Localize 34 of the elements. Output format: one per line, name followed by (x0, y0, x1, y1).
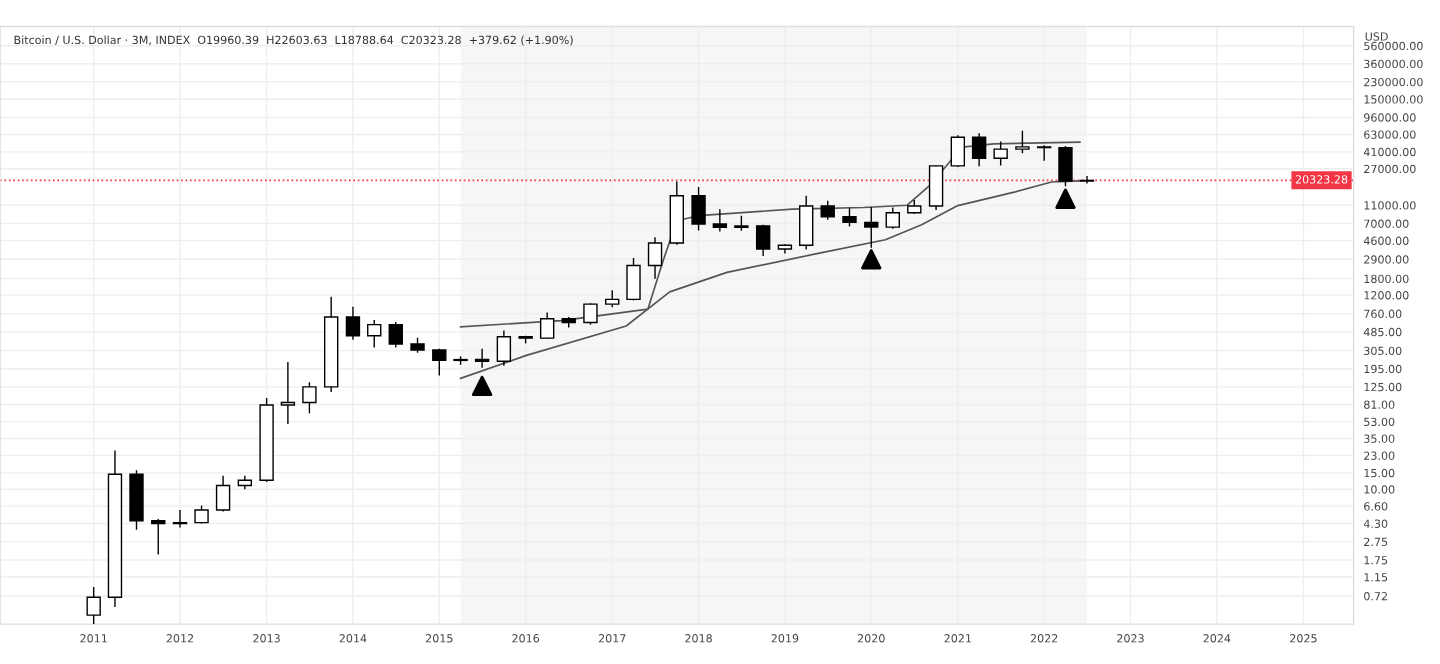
candlestick (1015, 130, 1030, 154)
candlestick (820, 200, 835, 221)
candlestick (432, 348, 447, 377)
point (1055, 188, 1076, 209)
candlestick (798, 195, 814, 251)
candlestick (345, 306, 361, 341)
candlestick (647, 236, 663, 280)
candlestick (86, 586, 101, 625)
candlestick (302, 381, 317, 415)
candlestick (755, 224, 771, 257)
candlestick (626, 257, 641, 302)
candlestick (539, 311, 555, 340)
candlestick (474, 348, 490, 369)
candlestick (971, 132, 987, 167)
candlestick (172, 509, 188, 529)
candlestick (129, 469, 144, 531)
candlestick (928, 164, 944, 211)
candlestick (1036, 144, 1052, 162)
candlestick (280, 361, 296, 425)
candlestick (993, 140, 1008, 167)
candlestick (842, 207, 857, 228)
candlestick (496, 329, 512, 367)
candlestick (712, 208, 728, 233)
candlestick (950, 134, 966, 168)
candlestick (151, 518, 166, 556)
candlestick (691, 186, 706, 232)
point (471, 375, 493, 397)
point (861, 249, 882, 270)
candlestick (583, 302, 598, 326)
candlestick (388, 321, 403, 349)
candlestick (885, 206, 900, 230)
candlestick (215, 474, 231, 513)
candlestick (669, 180, 685, 246)
candlestick (367, 319, 382, 349)
